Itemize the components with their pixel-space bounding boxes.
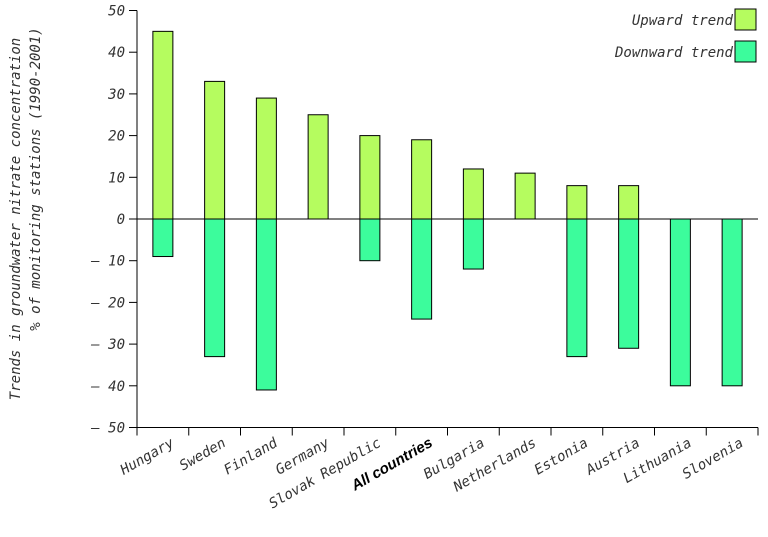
bar-downward xyxy=(669,218,691,387)
bar-downward xyxy=(152,218,174,258)
legend-label: Upward trend xyxy=(632,13,734,29)
bar-upward xyxy=(359,135,381,220)
bar-upward xyxy=(411,139,433,220)
bar-downward xyxy=(618,218,640,349)
y-axis-label: Trends in groundwater nitrate concentrat… xyxy=(8,38,24,400)
bar-upward xyxy=(514,172,536,220)
y-tick-label: 20 xyxy=(108,129,125,145)
y-tick-label: – 20 xyxy=(90,295,125,311)
bar-upward xyxy=(618,185,640,220)
y-tick-label: 50 xyxy=(108,4,125,20)
x-tick-label: Sweden xyxy=(177,435,229,474)
x-tick-label: Estonia xyxy=(532,435,591,478)
y-tick-label: 10 xyxy=(108,170,125,186)
legend-label: Downward trend xyxy=(614,45,734,61)
legend-swatch xyxy=(734,40,757,63)
bar-upward xyxy=(204,80,226,220)
y-axis-label: % of monitoring stations (1990-2001) xyxy=(28,27,44,330)
y-tick-label: 0 xyxy=(117,212,125,228)
y-tick-label: – 30 xyxy=(90,337,125,353)
y-tick-label: – 50 xyxy=(90,421,125,437)
bar-upward xyxy=(566,185,588,220)
y-tick-label: 30 xyxy=(107,87,125,103)
bar-downward xyxy=(255,218,277,391)
y-tick-label: – 40 xyxy=(90,379,125,395)
y-tick-label: 40 xyxy=(108,45,125,61)
bar-upward xyxy=(462,168,484,220)
bar-upward xyxy=(255,97,277,220)
bar-downward xyxy=(411,218,433,320)
legend-swatch xyxy=(734,8,757,31)
y-tick-label: – 10 xyxy=(90,254,125,270)
x-tick-label: Hungary xyxy=(117,435,177,479)
bar-downward xyxy=(204,218,226,358)
bar-upward xyxy=(152,30,174,220)
bar-upward xyxy=(307,114,329,220)
bar-downward xyxy=(566,218,588,358)
bar-downward xyxy=(721,218,743,387)
x-tick-label: Finland xyxy=(221,435,281,479)
bar-downward xyxy=(462,218,484,270)
bar-downward xyxy=(359,218,381,262)
